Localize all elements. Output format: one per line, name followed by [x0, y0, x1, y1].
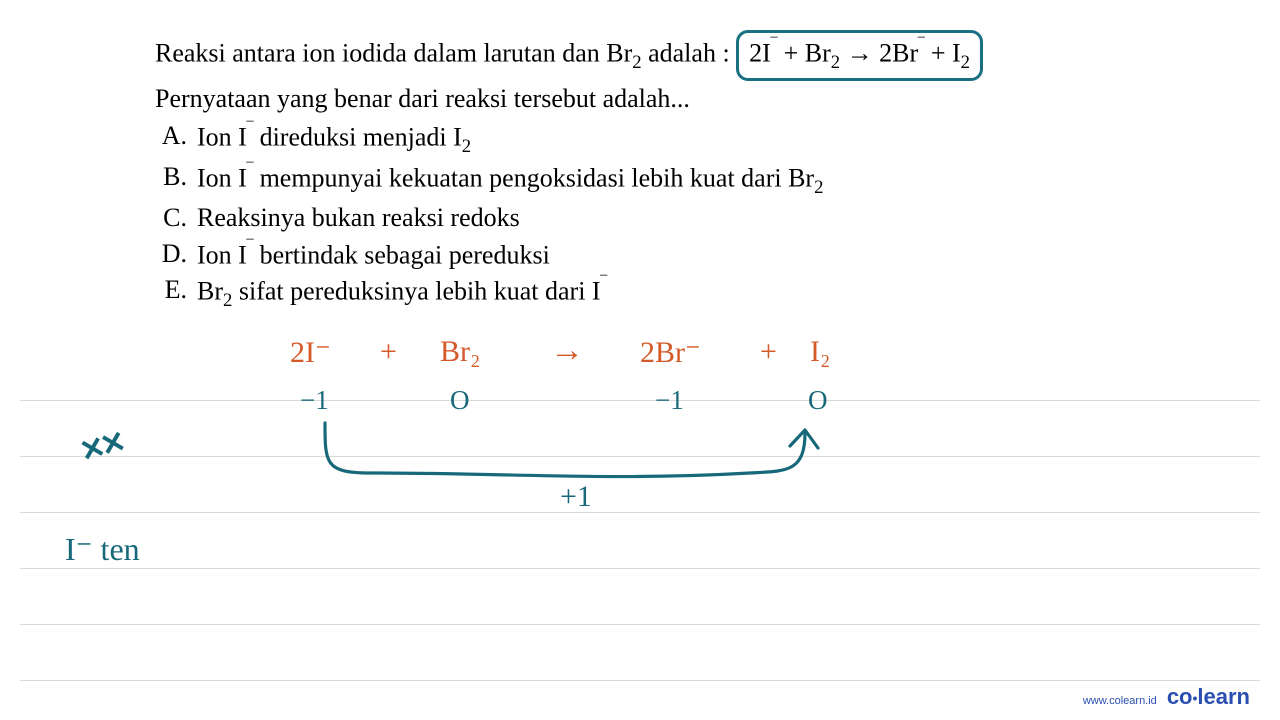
q1-prefix: Reaksi antara ion iodida dalam larutan d… — [155, 39, 632, 68]
hand-ox-d: O — [808, 385, 828, 416]
watermark-url: www.colearn.id — [1083, 695, 1157, 707]
option-d: D. Ion I‾ bertindak sebagai pereduksi — [155, 236, 983, 273]
hand-ox-a: −1 — [300, 385, 329, 416]
reaction-box: 2I‾ + Br2 → 2Br‾ + I2 — [736, 30, 983, 81]
hand-product-2Br: 2Br⁻ — [640, 335, 701, 370]
watermark: www.colearn.id co•learn — [1083, 684, 1250, 710]
hand-plus-1: + — [380, 335, 397, 369]
hand-arrow-icon: → — [550, 332, 584, 370]
hand-reactant-2I: 2I⁻ — [290, 335, 331, 370]
q1-mid: adalah : — [642, 39, 730, 68]
option-b: B. Ion I‾ mempunyai kekuatan pengoksidas… — [155, 159, 983, 200]
option-e: E. Br2 sifat pereduksinya lebih kuat dar… — [155, 272, 983, 313]
hand-ox-b: O — [450, 385, 470, 416]
question-line-1: Reaksi antara ion iodida dalam larutan d… — [155, 30, 983, 81]
question-line-2: Pernyataan yang benar dari reaksi terseb… — [155, 81, 983, 116]
hand-delta: +1 — [560, 480, 592, 514]
hand-note: I⁻ ten — [65, 530, 140, 568]
hand-ox-c: −1 — [655, 385, 684, 416]
watermark-logo: co•learn — [1167, 684, 1250, 710]
hand-reactant-Br2: Br₂ — [440, 335, 480, 369]
question-block: Reaksi antara ion iodida dalam larutan d… — [155, 30, 983, 313]
q1-sub: 2 — [632, 52, 641, 73]
hand-plus-2: + — [760, 335, 777, 369]
option-a: A. Ion I‾ direduksi menjadi I2 — [155, 118, 983, 159]
options-list: A. Ion I‾ direduksi menjadi I2 B. Ion I‾… — [155, 118, 983, 313]
option-c: C. Reaksinya bukan reaksi redoks — [155, 200, 983, 235]
hand-product-I2: I₂ — [810, 335, 830, 369]
